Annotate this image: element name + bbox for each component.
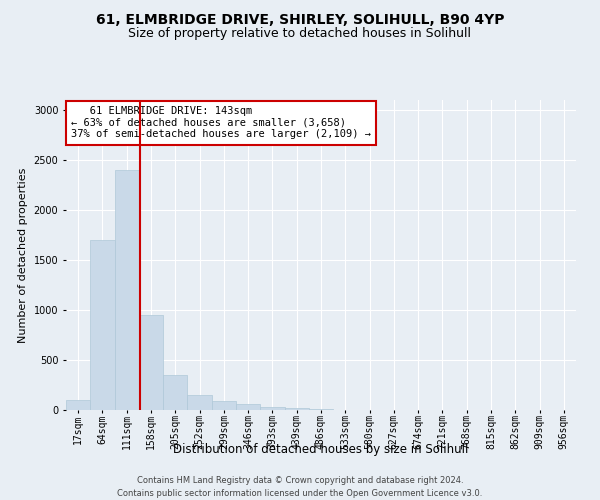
Bar (236, 404, 260, 410)
Bar (309, 409, 333, 410)
Bar (260, 406, 284, 410)
Bar (212, 401, 236, 410)
Text: Contains HM Land Registry data © Crown copyright and database right 2024.
Contai: Contains HM Land Registry data © Crown c… (118, 476, 482, 498)
Bar (66, 400, 90, 410)
Text: 61, ELMBRIDGE DRIVE, SHIRLEY, SOLIHULL, B90 4YP: 61, ELMBRIDGE DRIVE, SHIRLEY, SOLIHULL, … (96, 12, 504, 26)
Text: Size of property relative to detached houses in Solihull: Size of property relative to detached ho… (128, 28, 472, 40)
Bar (284, 408, 309, 410)
Bar (163, 375, 187, 410)
Text: Distribution of detached houses by size in Solihull: Distribution of detached houses by size … (173, 444, 469, 456)
Text: 61 ELMBRIDGE DRIVE: 143sqm
← 63% of detached houses are smaller (3,658)
37% of s: 61 ELMBRIDGE DRIVE: 143sqm ← 63% of deta… (71, 106, 371, 140)
Bar (139, 315, 163, 410)
Bar (90, 240, 115, 410)
Bar (115, 170, 139, 410)
Bar (187, 395, 212, 410)
Y-axis label: Number of detached properties: Number of detached properties (18, 168, 28, 342)
